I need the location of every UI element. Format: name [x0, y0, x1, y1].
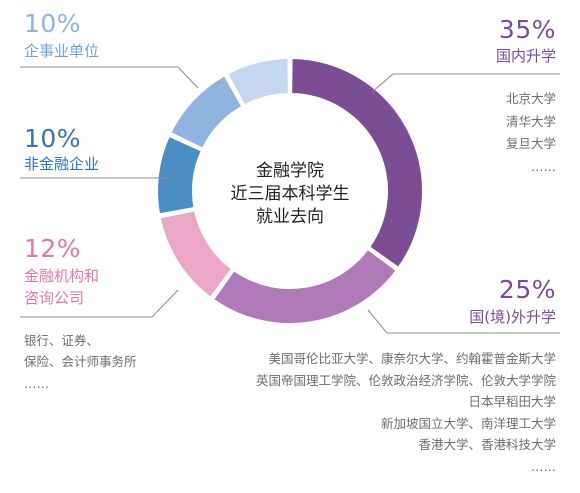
domestic-example: 北京大学: [505, 91, 556, 106]
domestic-label: 国内升学: [495, 47, 556, 65]
abroad-example: ……: [531, 458, 556, 474]
abroad-label: 国(境)外升学: [469, 308, 556, 326]
center-title: 金融学院 近三届本科学生 就业去向: [190, 160, 390, 229]
slice-nonfinance: [156, 134, 204, 216]
nonfinance-percent: 10%: [24, 124, 82, 153]
abroad-examples: 美国哥伦比亚大学、康奈尔大学、约翰霍普金斯大学 英国帝国理工学院、伦敦政治经济学…: [256, 348, 556, 477]
leader-line-enterprise: [20, 66, 199, 89]
finance-label-line-2: 咨询公司: [24, 289, 85, 307]
domestic-example: 清华大学: [505, 113, 556, 129]
center-title-line-3: 就业去向: [256, 206, 324, 227]
nonfinance-label: 非金融企业: [24, 155, 100, 173]
abroad-example: 新加坡国立大学、南洋理工大学: [380, 415, 556, 431]
slice-domestic: [290, 56, 424, 270]
slice-other: [225, 56, 290, 107]
finance-example: 保险、会计师事务所: [24, 354, 137, 370]
finance-example: ……: [24, 375, 49, 391]
slice-enterprise: [169, 73, 244, 150]
abroad-example: 日本早稻田大学: [468, 394, 556, 409]
abroad-example: 美国哥伦比亚大学、康奈尔大学、约翰霍普金斯大学: [268, 351, 556, 366]
abroad-example: 英国帝国理工学院、伦敦政治经济学院、伦敦大学学院: [255, 372, 556, 388]
slice-abroad: [211, 247, 399, 325]
abroad-example: 香港大学、香港科技大学: [418, 437, 556, 452]
leader-line-domestic: [371, 73, 560, 93]
leader-line-finance: [20, 289, 179, 318]
leader-line-abroad: [367, 309, 560, 334]
abroad-percent: 25%: [498, 275, 556, 304]
finance-examples: 银行、证券、 保险、会计师事务所 ……: [24, 330, 137, 394]
finance-label-line-1: 金融机构和: [24, 267, 100, 285]
domestic-example: 复旦大学: [505, 136, 556, 151]
center-title-line-2: 近三届本科学生: [230, 183, 350, 204]
domestic-example: ……: [531, 158, 556, 174]
enterprise-label: 企事业单位: [24, 42, 100, 60]
center-title-line-1: 金融学院: [256, 161, 324, 181]
finance-example: 银行、证券、: [24, 333, 100, 348]
slice-finance: [158, 209, 234, 300]
enterprise-percent: 10%: [24, 9, 82, 38]
domestic-examples: 北京大学 清华大学 复旦大学 ……: [506, 88, 556, 178]
domestic-percent: 35%: [498, 15, 556, 44]
finance-percent: 12%: [24, 234, 82, 263]
